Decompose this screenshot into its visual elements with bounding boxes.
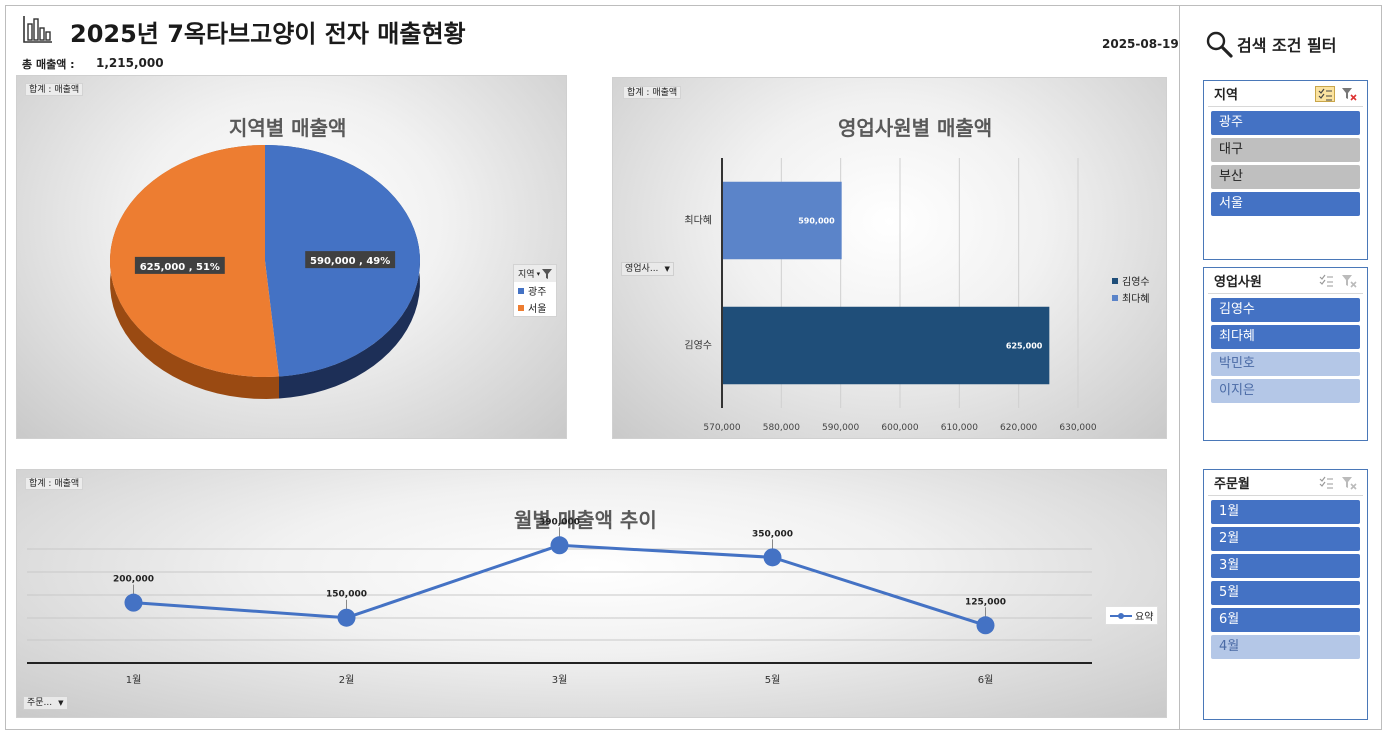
point-data-label: 150,000 xyxy=(326,590,367,600)
line-point-1월 xyxy=(124,593,143,612)
page-title: 2025년 7옥타브고양이 전자 매출현황 xyxy=(70,20,466,48)
slicer-item-choi[interactable]: 최다혜 xyxy=(1211,325,1360,349)
region-legend-header: 지역 xyxy=(518,270,535,280)
rep-chart-title: 영업사원별 매출액 xyxy=(838,116,993,140)
monthly-line-chart[interactable]: 200,000 1월 150,000 2월 390,000 3월 350,000 5월 125,… xyxy=(17,470,1168,719)
slicer-item-month-6[interactable]: 6월 xyxy=(1211,608,1360,632)
bar-김영수 xyxy=(723,306,1050,385)
slicer-rep: 영업사원 김영수 최다혜 박민호 이지은 xyxy=(1203,267,1368,441)
x-tick-label: 1월 xyxy=(126,674,142,686)
slicer-month-header: 주문월 xyxy=(1208,470,1363,496)
slicer-item-park[interactable]: 박민호 xyxy=(1211,352,1360,376)
x-tick-label: 590,000 xyxy=(822,423,859,433)
clear-filter-icon[interactable] xyxy=(1341,87,1357,101)
slicer-item-month-4[interactable]: 4월 xyxy=(1211,635,1360,659)
x-tick-label: 610,000 xyxy=(941,423,978,433)
line-point-3월 xyxy=(550,536,569,555)
slicer-item-lee[interactable]: 이지은 xyxy=(1211,379,1360,403)
filter-icon xyxy=(542,268,553,279)
magnifier-icon xyxy=(1206,31,1233,58)
bar-data-label: 590,000 xyxy=(798,217,835,226)
legend-item-seoul: 서울 xyxy=(514,299,557,316)
line-marker-icon xyxy=(1110,612,1132,619)
filter-heading-label: 검색 조건 필터 xyxy=(1237,36,1337,55)
dashboard-frame xyxy=(5,5,1382,730)
monthly-chart-title: 월별 매출액 추이 xyxy=(514,508,657,532)
x-tick-label: 5월 xyxy=(765,674,781,686)
region-legend: 지역 ▾ 광주 서울 xyxy=(513,264,558,317)
slicer-region-header: 지역 xyxy=(1208,81,1363,107)
monthly-legend: 요약 xyxy=(1105,606,1159,625)
total-sales-value: 1,215,000 xyxy=(96,56,164,70)
slicer-rep-title: 영업사원 xyxy=(1214,275,1262,290)
bar-최다혜 xyxy=(723,181,842,260)
rep-bar-chart[interactable]: 570,000 580,000 590,000 600,000 610,000 620,0… xyxy=(613,78,1168,440)
slicer-item-month-2[interactable]: 2월 xyxy=(1211,527,1360,551)
filter-divider xyxy=(1179,5,1180,730)
monthly-line-chart-panel[interactable]: 합계 : 매출액 월별 매출액 추이 200,000 1월 150,000 2월 390… xyxy=(16,469,1167,718)
x-tick-label: 6월 xyxy=(978,674,994,686)
x-tick-label: 630,000 xyxy=(1059,423,1096,433)
region-pie-chart-panel[interactable]: 합계 : 매출액 지역별 매출액 590,000 , 49% 625,000 , … xyxy=(16,75,567,439)
legend-item-gwangju: 광주 xyxy=(514,282,557,299)
multi-select-icon[interactable] xyxy=(1317,476,1335,490)
slicer-month-title: 주문월 xyxy=(1214,477,1250,492)
region-chart-title: 지역별 매출액 xyxy=(229,116,347,140)
point-data-label: 350,000 xyxy=(752,529,793,539)
x-tick-label: 600,000 xyxy=(881,423,918,433)
pie-data-label-bg xyxy=(305,251,396,269)
rep-legend: 김영수 최다혜 xyxy=(1108,272,1154,306)
legend-item-kim: 김영수 xyxy=(1108,272,1154,289)
slicer-month: 주문월 1월 2월 3월 5월 6월 4월 xyxy=(1203,469,1368,720)
x-tick-label: 620,000 xyxy=(1000,423,1037,433)
pie-data-label-bg xyxy=(134,256,225,274)
line-point-2월 xyxy=(337,608,356,627)
filter-heading: 검색 조건 필터 xyxy=(1205,30,1336,58)
pivot-value-tag[interactable]: 합계 : 매출액 xyxy=(25,477,84,490)
pivot-value-tag[interactable]: 합계 : 매출액 xyxy=(623,86,682,99)
y-category-label: 김영수 xyxy=(684,340,712,352)
x-tick-label: 3월 xyxy=(552,674,568,686)
multi-select-icon[interactable] xyxy=(1315,85,1335,102)
region-legend-filter-button[interactable]: 지역 ▾ xyxy=(514,265,556,282)
y-category-label: 최다혜 xyxy=(684,215,712,227)
slicer-item-busan[interactable]: 부산 xyxy=(1211,165,1360,189)
line-point-6월 xyxy=(976,616,995,635)
slicer-region: 지역 광주 대구 부산 서울 xyxy=(1203,80,1368,260)
clear-filter-icon[interactable] xyxy=(1341,274,1357,288)
pie-data-label: 590,000 , 49% xyxy=(310,256,390,267)
rep-bar-chart-panel[interactable]: 합계 : 매출액 영업사원별 매출액 570,000 580,000 590,000… xyxy=(612,77,1167,439)
slicer-item-month-3[interactable]: 3월 xyxy=(1211,554,1360,578)
point-data-label: 200,000 xyxy=(113,575,154,585)
region-pie-chart[interactable]: 590,000 , 49% 625,000 , 51% xyxy=(17,76,568,440)
legend-item-choi: 최다혜 xyxy=(1108,289,1154,306)
slicer-item-daegu[interactable]: 대구 xyxy=(1211,138,1360,162)
slicer-item-kim[interactable]: 김영수 xyxy=(1211,298,1360,322)
slicer-item-month-1[interactable]: 1월 xyxy=(1211,500,1360,524)
x-tick-label: 580,000 xyxy=(763,423,800,433)
rep-field-button[interactable]: 영업사... ▼ xyxy=(621,262,674,276)
pivot-value-tag[interactable]: 합계 : 매출액 xyxy=(25,83,84,96)
point-data-label: 390,000 xyxy=(539,517,580,527)
bar-chart-icon xyxy=(23,16,52,43)
slicer-item-gwangju[interactable]: 광주 xyxy=(1211,111,1360,135)
x-tick-label: 570,000 xyxy=(703,423,740,433)
multi-select-icon[interactable] xyxy=(1317,274,1335,288)
slicer-item-month-5[interactable]: 5월 xyxy=(1211,581,1360,605)
slicer-rep-header: 영업사원 xyxy=(1208,268,1363,294)
line-series-summary xyxy=(133,543,986,627)
clear-filter-icon[interactable] xyxy=(1341,476,1357,490)
slicer-item-seoul[interactable]: 서울 xyxy=(1211,192,1360,216)
slicer-region-title: 지역 xyxy=(1214,88,1238,103)
x-tick-label: 2월 xyxy=(339,674,355,686)
point-data-label: 125,000 xyxy=(965,597,1006,607)
line-point-5월 xyxy=(763,548,782,567)
bar-data-label: 625,000 xyxy=(1006,342,1043,351)
report-date: 2025-08-19 xyxy=(1102,37,1179,51)
legend-item-summary: 요약 xyxy=(1106,607,1157,624)
month-field-button[interactable]: 주문... ▼ xyxy=(23,696,68,710)
total-sales-label: 총 매출액 : xyxy=(22,58,75,71)
pie-data-label: 625,000 , 51% xyxy=(140,262,220,273)
